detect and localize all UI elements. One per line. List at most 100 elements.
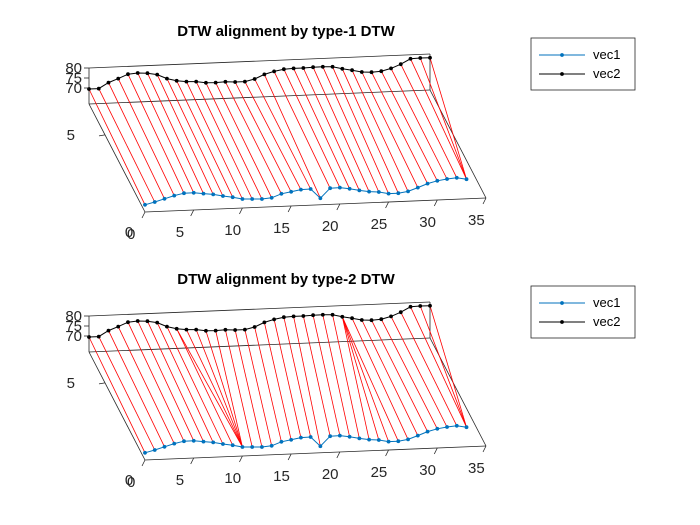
- point-vec1: [143, 202, 147, 207]
- alignment-line: [234, 329, 263, 448]
- point-vec2: [213, 328, 218, 333]
- point-vec2: [145, 71, 150, 76]
- alignment-line: [176, 328, 243, 448]
- point-vec1: [152, 200, 157, 204]
- alignment-line: [186, 81, 243, 200]
- z-tick-label: 80: [65, 308, 82, 325]
- point-vec2: [116, 76, 121, 81]
- subplot-type2: DTW alignment by type-2 DTW 0 5 10 15 20 25 30…: [65, 271, 636, 491]
- series-line-vec2: [88, 305, 431, 338]
- y-axis-line: [88, 103, 146, 213]
- alignment-line: [312, 315, 341, 436]
- x-tick-mark: [239, 207, 243, 215]
- point-vec1: [162, 444, 167, 449]
- alignment-line: [215, 82, 273, 198]
- point-vec1: [260, 197, 264, 201]
- point-vec2: [379, 69, 384, 74]
- point-vec2: [233, 80, 238, 84]
- point-vec2: [330, 64, 335, 69]
- legend-marker: [560, 320, 564, 324]
- alignment-line: [400, 64, 458, 178]
- alignment-line: [254, 78, 311, 190]
- point-vec1: [298, 435, 303, 440]
- point-vec2: [213, 80, 218, 85]
- point-vec1: [367, 189, 371, 194]
- point-vec1: [250, 197, 255, 201]
- point-vec2: [301, 314, 306, 318]
- z-tick-label: 75: [65, 70, 82, 87]
- alignment-line: [186, 329, 243, 448]
- point-vec1: [221, 194, 225, 198]
- legend-box: [530, 285, 636, 339]
- alignment-line: [108, 330, 165, 447]
- legend-label: vec1: [593, 295, 620, 310]
- z-tick-label: 70: [65, 328, 82, 345]
- axis-top-edge: [88, 53, 431, 69]
- alignment-line: [166, 78, 224, 197]
- legend-marker: [560, 53, 564, 57]
- point-vec1: [396, 191, 401, 196]
- point-vec1: [406, 189, 410, 194]
- x-tick-label: 0: [127, 226, 135, 243]
- point-vec1: [240, 445, 245, 449]
- point-vec1: [415, 185, 420, 190]
- alignment-line: [108, 82, 165, 199]
- point-vec1: [172, 441, 177, 446]
- y-axis-line: [88, 351, 146, 461]
- x-tick-label: 5: [176, 472, 184, 489]
- point-vec1: [318, 444, 323, 449]
- x-tick-mark: [141, 459, 146, 467]
- point-vec1: [191, 438, 196, 443]
- point-vec2: [194, 79, 199, 84]
- point-vec2: [359, 70, 364, 74]
- point-vec2: [330, 312, 335, 317]
- alignment-line: [225, 81, 282, 194]
- point-vec1: [347, 434, 352, 439]
- point-vec1: [298, 187, 303, 192]
- point-vec1: [221, 442, 225, 446]
- alignment-line: [264, 74, 321, 199]
- alignment-line: [371, 320, 428, 432]
- y-tick-mark: [98, 382, 106, 385]
- alignment-line: [117, 326, 175, 444]
- x-tick-mark: [287, 205, 292, 213]
- point-vec2: [194, 327, 199, 332]
- point-vec1: [328, 434, 333, 439]
- point-vec2: [145, 319, 150, 324]
- point-vec2: [389, 66, 393, 71]
- point-vec1: [425, 429, 430, 434]
- alignment-line: [137, 72, 195, 193]
- x-tick-label: 35: [468, 212, 485, 229]
- point-vec2: [135, 319, 140, 323]
- alignment-line: [380, 319, 438, 429]
- alignment-line: [273, 319, 302, 438]
- z-tick-label: 75: [65, 318, 82, 335]
- point-vec2: [359, 318, 364, 322]
- point-vec2: [408, 56, 413, 61]
- point-vec1: [435, 426, 440, 431]
- alignment-line: [302, 315, 331, 437]
- alignment-line: [176, 328, 234, 446]
- point-vec1: [279, 191, 284, 196]
- point-vec2: [320, 64, 325, 69]
- point-vec2: [350, 68, 354, 73]
- series-line-vec1: [144, 425, 467, 454]
- x-tick-mark: [141, 211, 146, 219]
- point-vec2: [204, 328, 208, 333]
- x-tick-mark: [385, 449, 389, 457]
- point-vec1: [396, 439, 401, 444]
- x-tick-mark: [482, 445, 487, 453]
- alignment-line: [234, 81, 292, 192]
- alignment-line: [332, 66, 389, 194]
- subplot-title: DTW alignment by type-1 DTW: [177, 23, 395, 40]
- point-vec2: [126, 320, 130, 325]
- point-vec1: [182, 191, 186, 196]
- alignment-line: [400, 312, 458, 426]
- point-vec2: [174, 326, 179, 331]
- alignment-line: [322, 314, 350, 437]
- point-vec2: [165, 324, 169, 329]
- point-vec2: [106, 80, 111, 85]
- y-tick-label: 0: [125, 472, 133, 489]
- x-tick-mark: [385, 201, 389, 209]
- x-tick-label: 15: [273, 468, 290, 485]
